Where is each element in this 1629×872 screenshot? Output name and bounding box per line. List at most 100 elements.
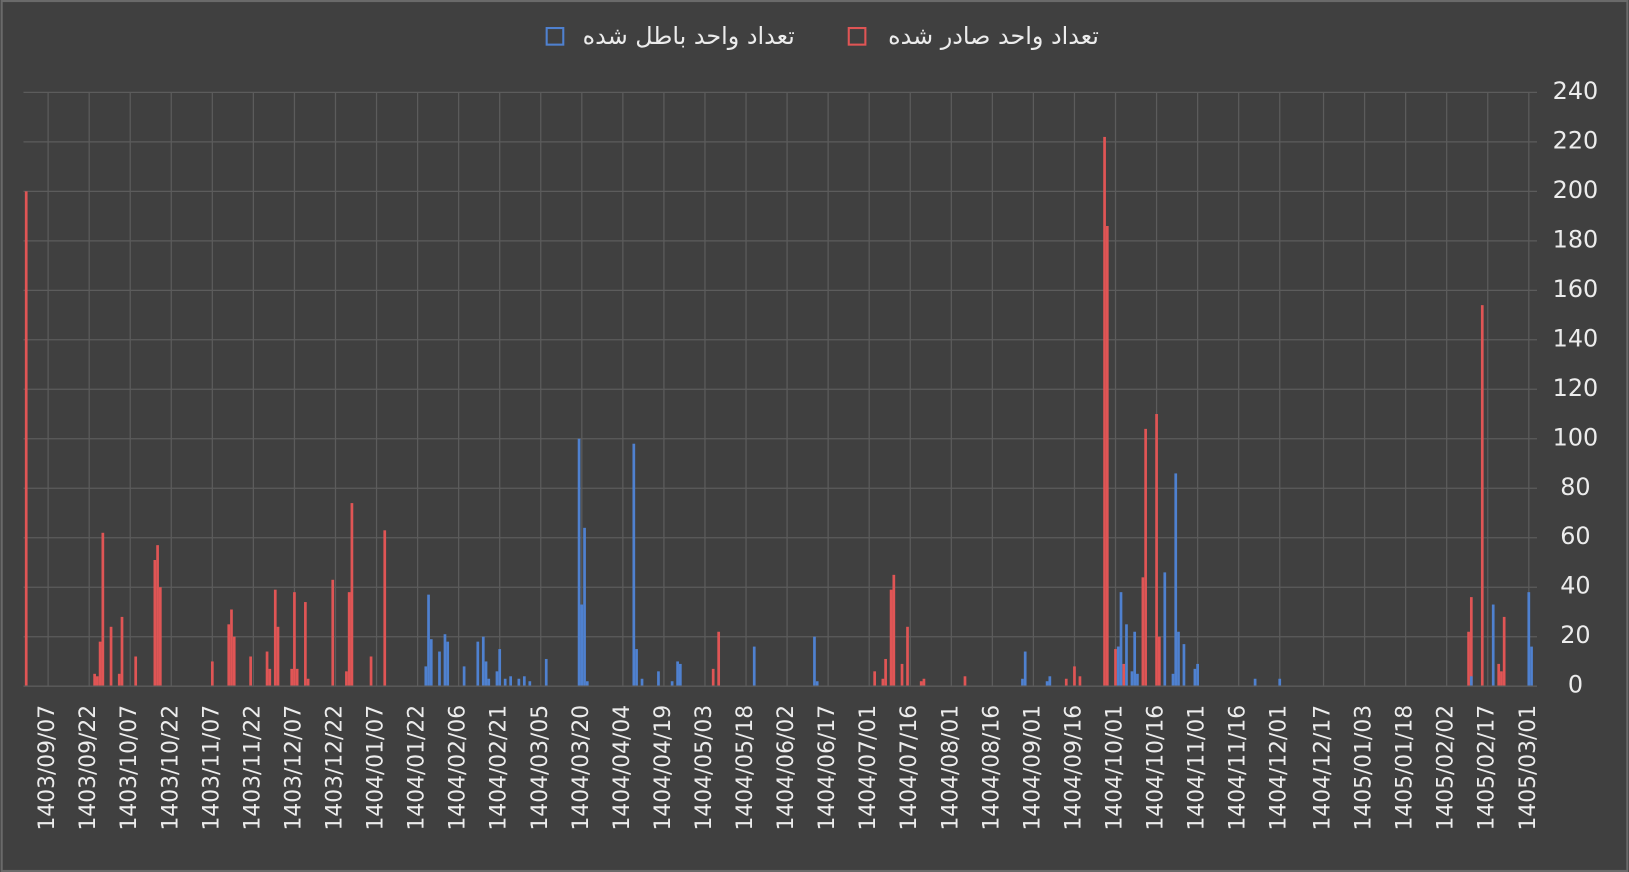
y-tick-label: 160 [1553,275,1599,303]
bar [509,676,513,687]
bar [585,681,589,687]
bar [227,624,231,687]
bar [1500,671,1503,687]
bar [98,641,102,687]
bar [1196,663,1199,687]
bar [813,636,816,687]
x-tick-label: 1404/12/01 [1267,705,1292,831]
bar [657,671,660,687]
bar [906,626,909,687]
x-tick-label: 1404/07/01 [856,705,881,831]
x-tick-label: 1404/12/17 [1311,705,1336,831]
bar [24,191,28,687]
x-tick-label: 1403/12/22 [322,705,347,831]
x-tick-label: 1404/05/18 [733,705,758,831]
bar [1141,577,1145,687]
bar [443,634,447,687]
x-tick-label: 1403/09/07 [35,705,60,831]
bar [711,668,715,687]
bar [369,656,373,687]
bar [1116,646,1120,687]
bar [331,579,335,687]
bar [1530,646,1533,687]
bar [1125,624,1128,687]
bar [498,649,502,687]
bar [881,678,885,687]
y-tick-label: 80 [1560,473,1590,501]
y-tick-label: 220 [1553,126,1599,154]
x-tick-label: 1403/12/07 [281,705,306,831]
bar [120,616,124,687]
legend-swatch [545,26,565,46]
x-tick-label: 1404/04/04 [610,705,635,831]
bar [678,663,682,687]
bar [632,443,636,687]
bar [900,663,904,687]
bar [268,668,272,687]
bar [922,678,926,687]
x-tick-label: 1404/04/19 [651,705,676,831]
x-tick-label: 1404/09/01 [1020,705,1045,831]
bar [134,656,138,687]
bar [304,602,307,687]
bar [210,661,214,687]
y-tick-label: 120 [1553,374,1599,402]
bar [96,676,99,687]
bar [1136,673,1139,687]
bar [1182,644,1186,687]
bar [1163,572,1167,687]
bar [109,626,113,687]
bar [424,666,428,687]
bar [306,678,310,687]
x-tick-label: 1403/09/22 [76,705,101,831]
x-tick-label: 1405/01/18 [1393,705,1418,831]
x-tick-label: 1404/06/02 [774,705,799,831]
bar [1467,631,1470,687]
x-tick-label: 1405/01/03 [1352,705,1377,831]
x-tick-label: 1404/11/16 [1226,705,1251,831]
bar [1078,676,1082,687]
bar [580,604,584,687]
bar [290,668,294,687]
y-tick-label: 240 [1553,77,1599,105]
bar [1502,616,1506,687]
bar [635,649,638,687]
y-tick-label: 0 [1568,671,1583,699]
bar [1073,666,1076,687]
bar [1527,592,1531,687]
bar [1023,651,1027,687]
bar [577,438,581,687]
x-tick-label: 1403/11/07 [199,705,224,831]
bar [1177,631,1180,687]
bar [873,671,877,687]
x-tick-label: 1405/03/01 [1516,705,1541,831]
bar [438,651,441,687]
bar [522,676,526,687]
bar [1021,678,1024,687]
bar [1122,663,1126,687]
bar [1103,136,1106,687]
x-tick-label: 1404/10/01 [1103,705,1128,831]
x-tick-label: 1404/08/01 [938,705,963,831]
bar [383,530,387,687]
legend-swatch [847,26,867,46]
series [424,438,1533,687]
bar [1253,678,1257,687]
bar [495,671,499,687]
bar [1278,678,1282,687]
x-tick-label: 1404/02/06 [446,705,471,831]
bar [1480,305,1484,687]
bar [963,676,967,687]
bar [670,681,674,687]
bar [117,673,121,687]
x-tick-label: 1403/11/22 [240,705,265,831]
y-tick-label: 20 [1560,621,1590,649]
bar [640,678,644,687]
bar [1119,592,1123,687]
bar [1048,676,1052,687]
x-tick-label: 1404/06/17 [815,705,840,831]
x-tick-label: 1405/02/17 [1475,705,1500,831]
